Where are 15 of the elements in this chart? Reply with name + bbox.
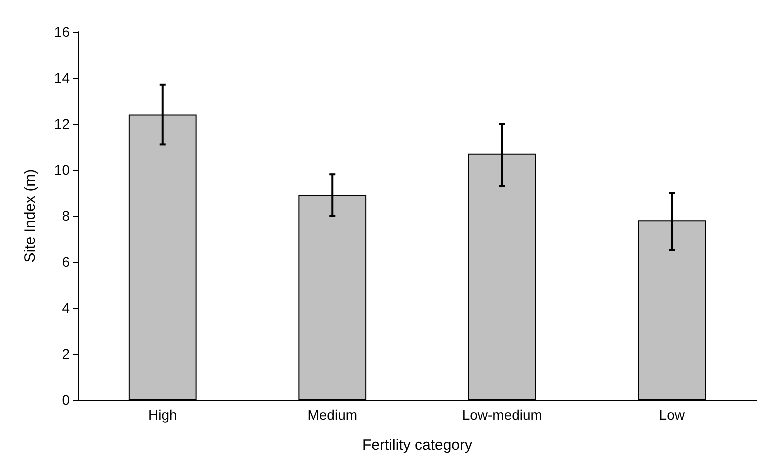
y-axis-title: Site Index (m) xyxy=(22,169,39,263)
x-tick-label: Low-medium xyxy=(462,407,542,423)
y-tick-label: 0 xyxy=(62,392,70,408)
y-tick-label: 8 xyxy=(62,208,70,224)
x-tick-label: Medium xyxy=(308,407,358,423)
x-axis-title: Fertility category xyxy=(362,437,474,454)
y-tick-label: 10 xyxy=(54,162,70,178)
y-tick-label: 14 xyxy=(54,70,70,86)
y-tick-label: 2 xyxy=(62,346,70,362)
y-tick-label: 16 xyxy=(54,24,70,40)
y-tick-label: 6 xyxy=(62,254,70,270)
x-tick-label: Low xyxy=(659,407,686,423)
y-tick-label: 12 xyxy=(54,116,70,132)
x-tick-label: High xyxy=(148,407,178,423)
y-tick-label: 4 xyxy=(62,300,70,316)
